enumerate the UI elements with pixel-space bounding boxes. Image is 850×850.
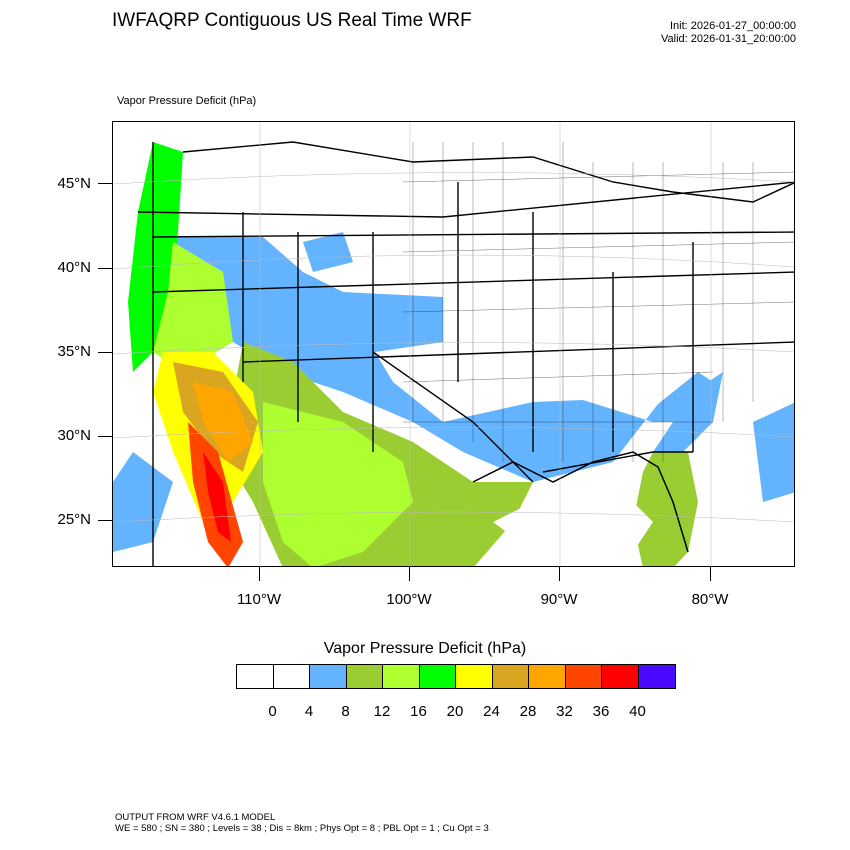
region-blue-lakes — [303, 232, 353, 272]
colorbar-swatch — [419, 665, 456, 688]
colorbar-label: 36 — [592, 703, 610, 720]
region-blue-gulf-edge — [113, 452, 173, 552]
region-lightgreen-tx — [263, 402, 413, 566]
colorbar-label: 20 — [446, 703, 464, 720]
region-blue-se-coast — [653, 372, 723, 452]
colorbar-swatch — [638, 665, 675, 688]
gulf-coast — [472, 451, 689, 553]
map-panel — [112, 121, 795, 567]
colorbar-label: 0 — [268, 703, 277, 720]
colorbar-title: Vapor Pressure Deficit (hPa) — [323, 640, 527, 657]
lon-tick — [559, 567, 560, 581]
colorbar-label: 12 — [373, 703, 391, 720]
lon-label-100w: 100°W — [386, 591, 432, 608]
colorbar-label: 4 — [304, 703, 314, 720]
colorbar-swatch — [346, 665, 383, 688]
valid-time: Valid: 2026-01-31_20:00:00 — [661, 33, 796, 45]
colorbar-swatch — [273, 665, 310, 688]
colorbar-swatch — [310, 665, 347, 688]
colorbar — [236, 664, 676, 689]
lon-tick — [409, 567, 410, 581]
colorbar-label: 16 — [410, 703, 427, 720]
region-blue-west — [153, 237, 713, 482]
vpd-map — [113, 122, 794, 566]
colorbar-label: 8 — [341, 703, 350, 720]
region-orange-sw — [193, 382, 253, 462]
lat-label-45: 45°N — [57, 175, 91, 192]
gulf-of-mexico — [493, 492, 653, 562]
lat-tick — [98, 268, 112, 269]
colorbar-label: 32 — [556, 703, 573, 720]
region-blue-atlantic — [753, 402, 794, 502]
graticule — [113, 122, 794, 566]
lon-label-80w: 80°W — [691, 591, 729, 608]
colorbar-swatch — [456, 665, 493, 688]
footer-line-2: WE = 580 ; SN = 380 ; Levels = 38 ; Dis … — [115, 823, 489, 834]
lon-tick — [710, 567, 711, 581]
init-time: Init: 2026-01-27_00:00:00 — [670, 20, 796, 32]
lat-tick — [98, 183, 112, 184]
lat-label-35: 35°N — [57, 343, 91, 360]
region-green-florida — [633, 452, 698, 566]
colorbar-label: 24 — [483, 703, 500, 720]
lat-label-30: 30°N — [57, 427, 91, 444]
lon-label-90w: 90°W — [540, 591, 578, 608]
region-yellowgreen-west — [153, 242, 233, 372]
county-boundaries — [402, 142, 794, 462]
colorbar-swatch — [492, 665, 529, 688]
lat-label-25: 25°N — [57, 511, 91, 528]
plot-title: IWFAQRP Contiguous US Real Time WRF — [112, 10, 472, 31]
run-times: Init: 2026-01-27_00:00:00 Valid: 2026-01… — [661, 20, 796, 46]
field-label: Vapor Pressure Deficit (hPa) — [117, 95, 257, 107]
colorbar-swatch — [602, 665, 639, 688]
footer-line-1: OUTPUT FROM WRF V4.6.1 MODEL — [115, 812, 276, 823]
colorbar-label: 28 — [519, 703, 537, 720]
colorbar-label: 40 — [629, 703, 646, 720]
colorbar-swatch — [529, 665, 566, 688]
lat-tick — [98, 520, 112, 521]
lat-tick — [98, 352, 112, 353]
colorbar-swatch — [383, 665, 420, 688]
model-footer: OUTPUT FROM WRF V4.6.1 MODEL WE = 580 ; … — [115, 812, 489, 834]
lon-tick — [259, 567, 260, 581]
region-red-core — [203, 452, 231, 542]
region-green-west-coast — [128, 142, 183, 372]
lon-label-110w: 110°W — [236, 591, 282, 608]
lat-tick — [98, 436, 112, 437]
lat-label-40: 40°N — [57, 259, 91, 276]
colorbar-swatch — [565, 665, 602, 688]
colorbar-swatch — [237, 665, 274, 688]
